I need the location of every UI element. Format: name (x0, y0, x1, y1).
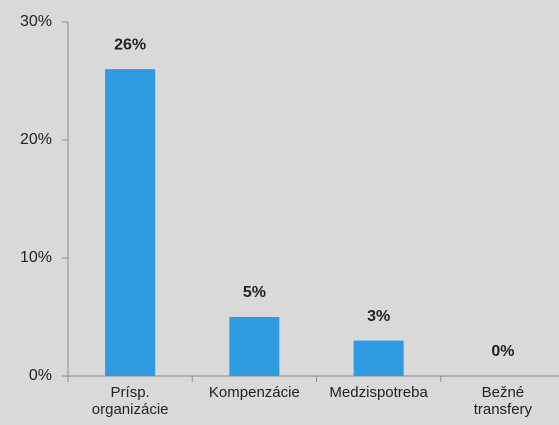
value-label: 26% (114, 36, 146, 53)
y-tick-label: 0% (29, 367, 52, 384)
y-tick-label: 10% (20, 249, 52, 266)
x-tick-label: Bežné transfery (473, 384, 533, 418)
x-tick-label: Kompenzácie (208, 384, 300, 401)
bar (353, 340, 404, 376)
x-tick-label: Prísp. organizácie (91, 384, 169, 418)
bar (105, 69, 156, 376)
value-label: 3% (367, 308, 390, 325)
value-label: 0% (491, 343, 514, 360)
bar (229, 317, 280, 376)
value-label: 5% (243, 284, 266, 301)
x-tick-label: Medzispotreba (329, 384, 428, 401)
y-tick-label: 30% (20, 13, 52, 30)
y-tick-label: 20% (20, 131, 52, 148)
